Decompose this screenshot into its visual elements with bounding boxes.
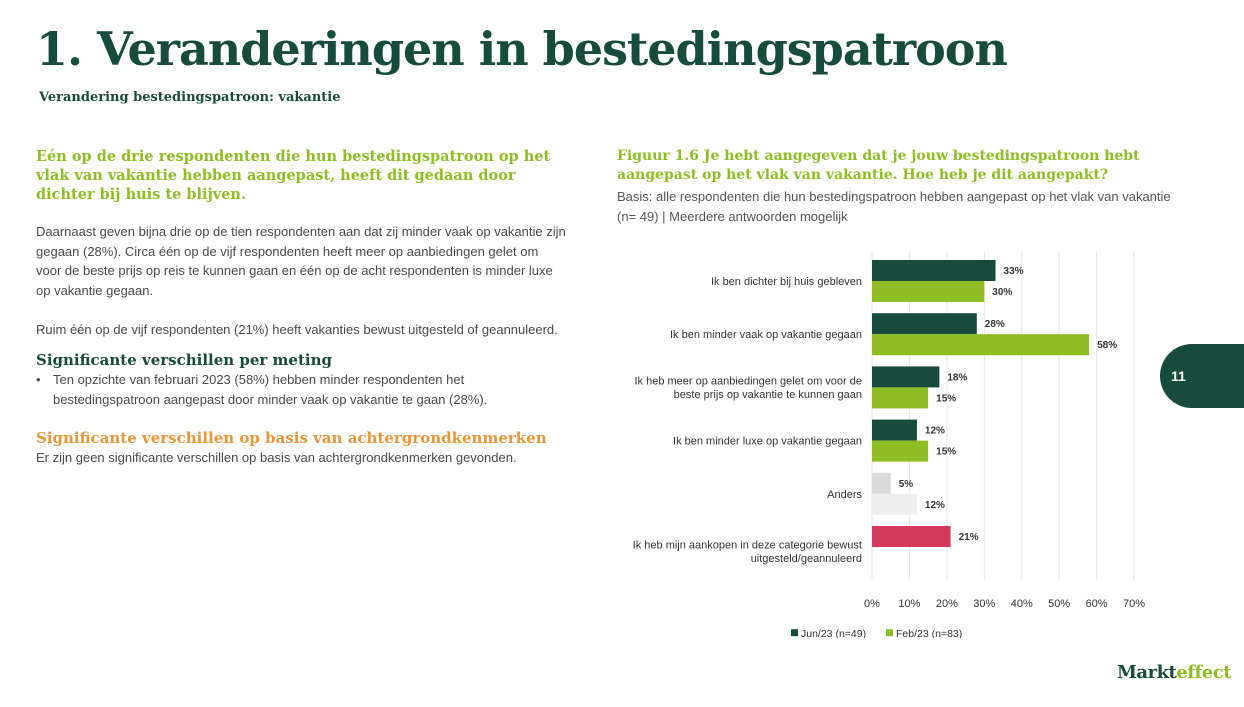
x-tick-label: 0% xyxy=(864,598,880,610)
data-label: 12% xyxy=(925,500,945,511)
bar-feb-23 xyxy=(872,387,929,409)
data-label: 28% xyxy=(985,319,1005,330)
category-label: Anders xyxy=(827,489,862,501)
data-label: 58% xyxy=(1097,340,1117,351)
legend-label: Feb/23 (n=83) xyxy=(896,628,962,638)
category-label: beste prijs op vakantie te kunnen gaan xyxy=(674,389,862,401)
bar-feb-23 xyxy=(872,493,917,515)
category-label: Ik heb meer op aanbiedingen gelet om voo… xyxy=(635,376,863,388)
category-label: Ik ben minder luxe op vakantie gegaan xyxy=(673,436,862,448)
page-number-tab: 11 xyxy=(1160,344,1244,408)
bar-chart: 33% 30% Ik ben dichter bij huis gebleven 28… xyxy=(633,252,1145,638)
x-tick-label: 40% xyxy=(1011,598,1033,610)
category-label: Ik ben dichter bij huis gebleven xyxy=(711,276,862,288)
key-finding: Eén op de drie respondenten die hun best… xyxy=(36,148,551,203)
section-heading-achtergrond: Significante verschillen op basis van ac… xyxy=(36,428,547,447)
bullet-item: • Ten opzichte van februari 2023 (58%) h… xyxy=(36,370,566,410)
page-number: 11 xyxy=(1171,368,1186,384)
category-label: Ik heb mijn aankopen in deze categorie b… xyxy=(633,539,862,551)
bar-feb-23 xyxy=(872,334,1090,356)
bar-jun-23 xyxy=(872,526,951,547)
bar-feb-23 xyxy=(872,281,985,302)
bar-jun-23 xyxy=(872,260,996,281)
data-label: 15% xyxy=(936,393,956,404)
page-title: 1. Veranderingen in bestedingspatroon xyxy=(36,22,1008,76)
markteffect-logo: Markteffect xyxy=(1117,662,1232,683)
figure-title: Figuur 1.6 Je hebt aangegeven dat je jou… xyxy=(617,148,1140,183)
page-subtitle: Verandering bestedingspatroon: vakantie xyxy=(39,90,341,105)
x-tick-label: 70% xyxy=(1123,598,1145,610)
section-heading-per-meting: Significante verschillen per meting xyxy=(36,350,332,369)
data-label: 33% xyxy=(1004,266,1024,277)
data-label: 15% xyxy=(936,447,956,458)
bar-jun-23 xyxy=(872,472,891,494)
data-label: 12% xyxy=(925,426,945,437)
section-2-text: Er zijn geen significante verschillen op… xyxy=(36,449,517,465)
paragraph-2: Ruim één op de vijf respondenten (21%) h… xyxy=(36,322,558,337)
logo-part-2: effect xyxy=(1176,662,1232,683)
data-label: 5% xyxy=(899,479,914,490)
category-label: uitgesteld/geannuleerd xyxy=(751,553,862,565)
paragraph-1: Daarnaast geven bijna drie op de tien re… xyxy=(36,224,566,298)
bar-feb-23 xyxy=(872,440,929,462)
x-tick-label: 30% xyxy=(973,598,995,610)
x-tick-label: 10% xyxy=(898,598,920,610)
figure-basis: Basis: alle respondenten die hun bestedi… xyxy=(617,189,1171,224)
bar-jun-23 xyxy=(872,313,977,335)
category-label: Ik ben minder vaak op vakantie gegaan xyxy=(670,329,862,341)
x-tick-label: 20% xyxy=(936,598,958,610)
legend-swatch xyxy=(791,629,798,637)
x-tick-label: 60% xyxy=(1086,598,1108,610)
bar-jun-23 xyxy=(872,366,940,388)
legend-swatch xyxy=(886,629,893,637)
data-label: 30% xyxy=(992,287,1012,298)
bar-jun-23 xyxy=(872,419,917,441)
legend-label: Jun/23 (n=49) xyxy=(801,628,866,638)
logo-part-1: Markt xyxy=(1117,662,1177,683)
left-column: Eén op de drie respondenten die hun best… xyxy=(36,147,566,487)
x-tick-label: 50% xyxy=(1048,598,1070,610)
data-label: 18% xyxy=(947,372,967,383)
bullet-text: Ten opzichte van februari 2023 (58%) heb… xyxy=(53,371,488,407)
data-label: 21% xyxy=(959,532,979,543)
bullet-icon: • xyxy=(36,371,41,387)
